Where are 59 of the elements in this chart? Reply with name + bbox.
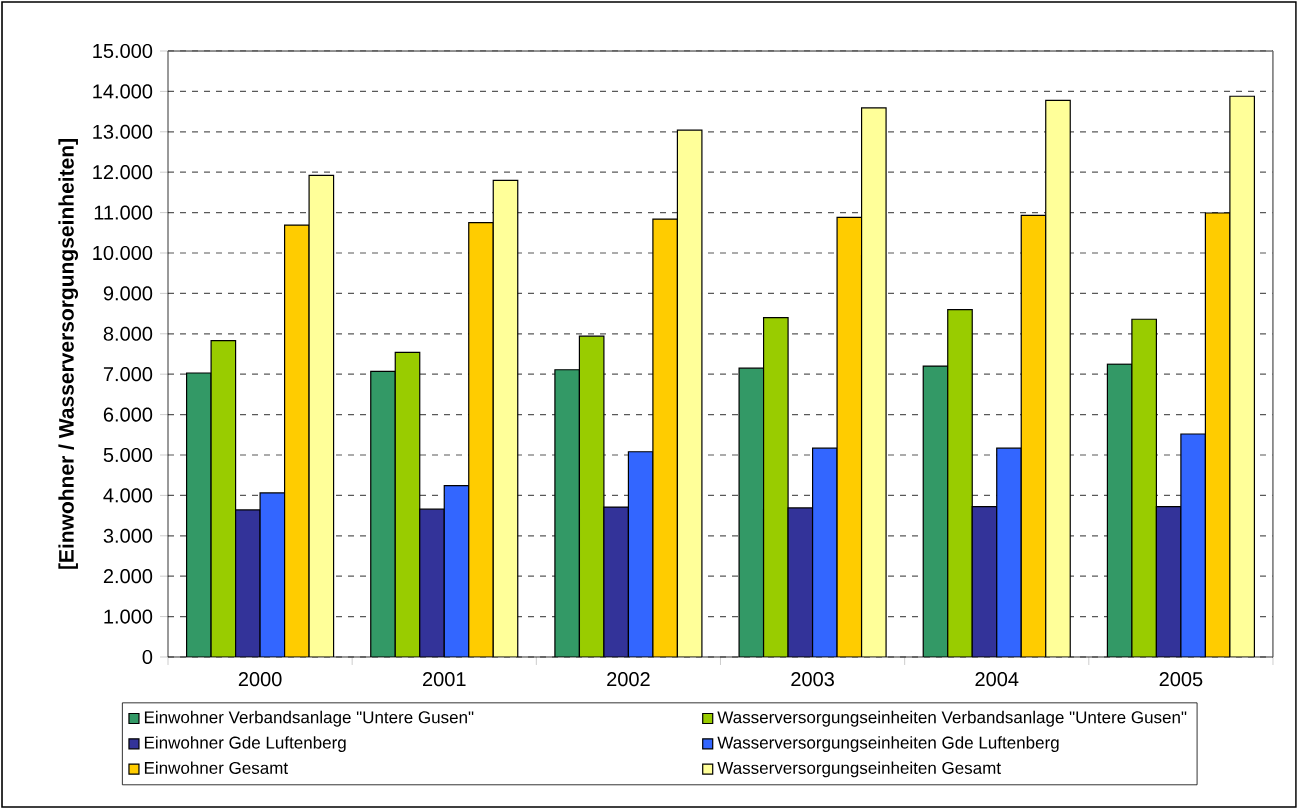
bar: [1229, 95, 1255, 657]
bar: [395, 352, 420, 657]
bar: [652, 219, 678, 657]
bar: [1180, 433, 1206, 657]
y-tick-label: 3.000: [103, 528, 153, 543]
x-tick-label: 2002: [607, 672, 650, 687]
bar: [1045, 100, 1071, 657]
y-tick-label: 13.000: [93, 124, 153, 139]
bar: [837, 217, 862, 657]
x-tick-label: 2005: [1159, 672, 1203, 687]
bar: [677, 130, 702, 657]
y-axis-title: [Einwohner / Wasserversorgungseinheiten]: [58, 139, 79, 569]
y-tick-label: 10.000: [93, 245, 153, 261]
legend-label: Einwohner Gesamt: [144, 761, 288, 774]
bar: [763, 317, 789, 657]
bar: [1021, 215, 1046, 657]
y-tick-label: 15.000: [93, 43, 153, 59]
y-tick-label: 7.000: [103, 367, 153, 382]
x-tick-label: 2004: [975, 672, 1019, 687]
bar: [947, 309, 973, 657]
bar: [579, 336, 604, 657]
legend-label: Wasserversorgungseinheiten Gesamt: [717, 761, 1001, 778]
legend-label: Einwohner Gde Luftenberg: [144, 736, 346, 752]
bar: [996, 448, 1022, 657]
bar: [1131, 318, 1157, 657]
y-tick-label: 1.000: [104, 609, 153, 624]
legend-label: Wasserversorgungseinheiten Gde Luftenberg: [717, 736, 1059, 752]
bar: [1204, 212, 1231, 657]
legend-label: Einwohner Verbandsanlage "Untere Gusen": [144, 710, 474, 727]
bar: [211, 340, 236, 657]
bar: [260, 492, 285, 657]
bar: [628, 451, 653, 657]
bar: [468, 222, 494, 657]
y-tick-label: 4.000: [103, 488, 153, 503]
bar: [812, 448, 838, 657]
y-tick-label: 2.000: [103, 569, 153, 584]
y-tick-label: 9.000: [103, 286, 153, 301]
y-tick-label: 14.000: [93, 84, 153, 99]
bar: [309, 175, 334, 657]
bar: [739, 368, 764, 657]
bar: [923, 366, 948, 657]
bar: [370, 371, 396, 657]
y-tick-label: 11.000: [94, 205, 153, 220]
bar: [861, 107, 887, 657]
bar: [1106, 363, 1133, 657]
bar: [284, 225, 310, 657]
y-tick-label: 6.000: [103, 407, 153, 422]
y-tick-label: 8.000: [103, 326, 153, 341]
x-tick-label: 2001: [423, 672, 466, 687]
y-tick-label: 0: [142, 649, 153, 665]
bar: [444, 485, 469, 657]
bar: [186, 372, 212, 657]
bar: [554, 369, 580, 657]
y-tick-label: 5.000: [103, 447, 153, 463]
y-tick-label: 12.000: [93, 165, 153, 180]
x-tick-label: 2003: [791, 672, 834, 687]
bar: [493, 180, 518, 657]
legend-label: Wasserversorgungseinheiten Verbandsanlage "Untere Gusen": [717, 710, 1187, 727]
x-tick-label: 2000: [238, 672, 282, 687]
